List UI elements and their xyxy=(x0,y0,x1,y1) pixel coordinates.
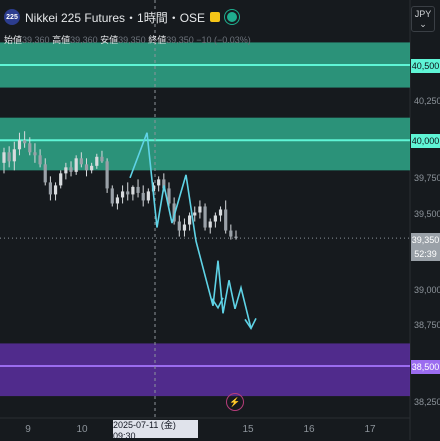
currency-label: JPY xyxy=(414,9,432,19)
chart-title[interactable]: Nikkei 225 Futures・1時間・OSE xyxy=(25,10,206,25)
candle-body xyxy=(90,165,94,171)
candle-body xyxy=(38,155,42,165)
candle-body xyxy=(157,179,161,186)
zone-2 xyxy=(0,343,410,397)
ohlc-high-label: 高値 xyxy=(52,35,71,45)
ohlc-open-label: 始値 xyxy=(4,35,23,45)
candle-body xyxy=(224,209,228,231)
candle-body xyxy=(126,191,130,195)
level-label-38500[interactable]: 38,500 xyxy=(411,360,440,374)
ohlc-close-label: 終値 xyxy=(148,35,167,45)
candle-body xyxy=(43,164,47,183)
chart-header: 225 Nikkei 225 Futures・1時間・OSE xyxy=(4,6,240,28)
last-price-label: 39,350 xyxy=(411,233,440,247)
candle-body xyxy=(198,206,202,213)
symbol-logo-icon[interactable]: 225 xyxy=(4,9,20,25)
candle-body xyxy=(100,156,104,162)
time-axis-tick: 10 xyxy=(76,424,88,435)
candle-body xyxy=(188,215,192,225)
candle-body xyxy=(213,215,217,222)
forecast-path xyxy=(129,132,252,329)
candle-body xyxy=(110,188,114,204)
candle-body xyxy=(2,152,6,163)
ohlc-high-value: 39,360 xyxy=(70,35,98,45)
candle-body xyxy=(17,140,22,150)
ohlc-close-value: 39,350 xyxy=(166,35,194,45)
candle-body xyxy=(12,149,16,162)
candle-body xyxy=(95,156,99,166)
chevron-down-icon: ⌄ xyxy=(419,19,427,29)
candle-body xyxy=(59,173,63,186)
crosshair-time-label: 2025-07-11 (金) 09:30 xyxy=(113,420,198,441)
candle-body xyxy=(79,158,83,165)
candle-body xyxy=(84,164,89,171)
candle-body xyxy=(105,161,109,189)
candle-body xyxy=(120,191,125,198)
candle-body xyxy=(33,152,37,156)
zone-1 xyxy=(0,117,410,171)
price-axis-tick: 39,000 xyxy=(414,285,440,295)
candle-body xyxy=(69,167,73,172)
bar-countdown-label: 52:39 xyxy=(411,247,440,261)
ohlc-low-label: 安値 xyxy=(100,35,119,45)
candle-body xyxy=(203,206,207,228)
candle-body xyxy=(229,230,233,237)
candle-body xyxy=(64,167,68,174)
candle-body xyxy=(136,186,140,193)
candle-body xyxy=(48,182,52,195)
candle-body xyxy=(146,191,150,201)
candle-body xyxy=(177,221,181,231)
candle-body xyxy=(193,212,197,216)
price-axis-tick: 39,750 xyxy=(414,173,440,183)
candle-body xyxy=(218,209,223,216)
ohlc-legend: 始値39,360 高値39,360 安値39,350 終値39,350 −10 … xyxy=(4,33,251,46)
candle-body xyxy=(115,197,120,204)
candle-body xyxy=(208,221,212,228)
candle-body xyxy=(234,236,238,239)
ohlc-change-value: −10 (−0.03%) xyxy=(196,35,251,45)
time-axis-tick: 16 xyxy=(303,424,315,435)
level-label-40500[interactable]: 40,500 xyxy=(411,59,440,73)
candle-body xyxy=(28,143,32,153)
ohlc-low-value: 39,350 xyxy=(118,35,146,45)
time-axis-tick: 15 xyxy=(242,424,254,435)
price-axis-tick: 40,250 xyxy=(414,96,440,106)
level-label-40000[interactable]: 40,000 xyxy=(411,134,440,148)
delayed-data-icon[interactable] xyxy=(210,12,221,22)
market-open-icon[interactable] xyxy=(225,10,240,24)
candle-body xyxy=(141,192,145,201)
ohlc-open-value: 39,360 xyxy=(22,35,50,45)
time-axis-tick: 17 xyxy=(364,424,376,435)
currency-selector[interactable]: JPY ⌄ xyxy=(411,6,435,32)
candle-body xyxy=(167,188,171,204)
candle-body xyxy=(7,152,11,162)
price-axis-tick: 39,500 xyxy=(414,209,440,219)
candle-body xyxy=(131,186,135,195)
forecast-arrowhead xyxy=(244,318,257,330)
forecast-arrowhead xyxy=(211,297,224,310)
candle-body xyxy=(172,203,176,222)
lightning-event-icon[interactable]: ⚡ xyxy=(226,393,244,411)
candle-body xyxy=(74,158,78,172)
candle-body xyxy=(53,185,58,195)
candle-body xyxy=(182,224,187,231)
price-axis-tick: 38,750 xyxy=(414,320,440,330)
candle-body xyxy=(162,179,166,189)
price-axis-tick: 38,250 xyxy=(414,397,440,407)
candle-body xyxy=(23,140,27,144)
time-axis-tick: 9 xyxy=(25,424,31,435)
